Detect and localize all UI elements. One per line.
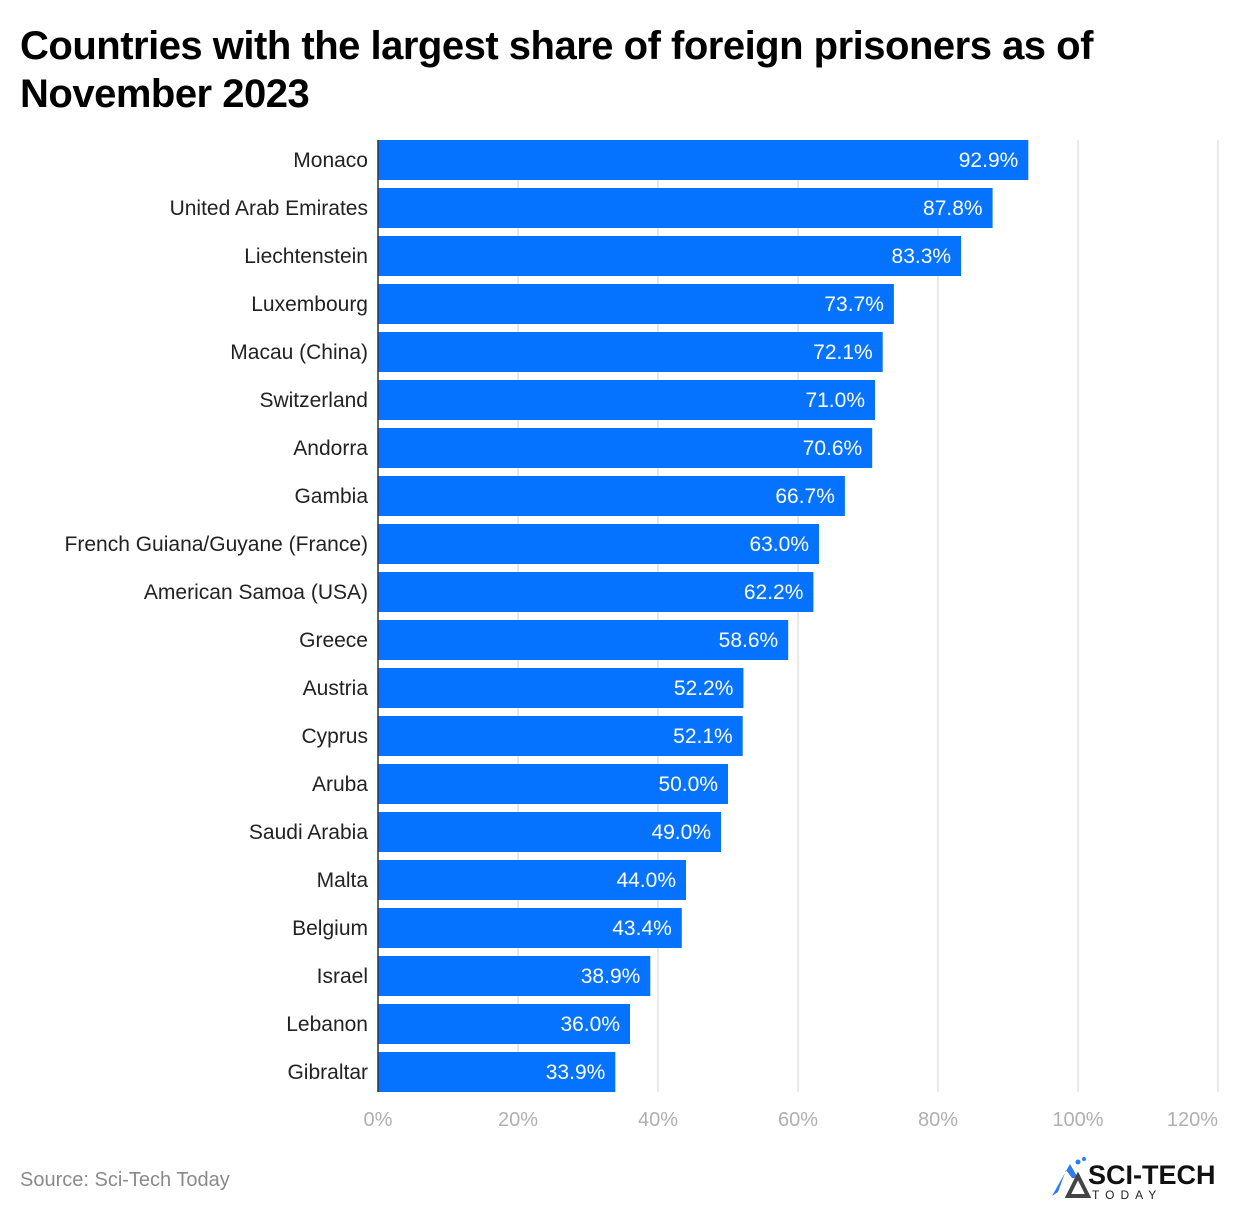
bar xyxy=(378,524,819,564)
data-label: 87.8% xyxy=(923,197,983,220)
bar-chart: 0% 20% 40% 60% 80% 100% 120% Monaco 92.9% United … xyxy=(65,140,1219,1131)
x-tick-label: 100% xyxy=(1052,1109,1103,1131)
category-label: Israel xyxy=(317,965,368,988)
bar xyxy=(378,668,744,708)
category-label: French Guiana/Guyane (France) xyxy=(65,533,368,556)
data-label: 71.0% xyxy=(805,389,865,412)
data-label: 58.6% xyxy=(719,629,779,652)
bar xyxy=(378,620,789,660)
category-label: Andorra xyxy=(293,437,368,460)
category-label: Aruba xyxy=(312,773,368,796)
bar xyxy=(378,380,875,420)
x-tick-label: 0% xyxy=(364,1109,393,1131)
data-label: 63.0% xyxy=(749,533,809,556)
bar xyxy=(378,188,993,228)
bar xyxy=(378,716,743,756)
data-label: 52.1% xyxy=(673,725,733,748)
x-tick-label: 60% xyxy=(778,1109,818,1131)
category-label: Gambia xyxy=(294,485,368,508)
category-label: Macau (China) xyxy=(230,341,368,364)
category-label: Monaco xyxy=(293,149,368,172)
x-tick-label: 80% xyxy=(918,1109,958,1131)
data-label: 62.2% xyxy=(744,581,804,604)
chart-title: Countries with the largest share of fore… xyxy=(20,24,1093,116)
data-label: 36.0% xyxy=(560,1013,620,1036)
category-label: American Samoa (USA) xyxy=(144,581,368,604)
data-label: 66.7% xyxy=(775,485,835,508)
category-label: Greece xyxy=(299,629,368,652)
sci-tech-logo: SCI-TECH TODAY xyxy=(1052,1157,1216,1202)
bar xyxy=(378,956,651,996)
category-label: Liechtenstein xyxy=(244,245,368,268)
bar xyxy=(378,236,962,276)
x-tick-label: 40% xyxy=(638,1109,678,1131)
data-label: 70.6% xyxy=(803,437,863,460)
category-label: Belgium xyxy=(292,917,368,940)
category-label: Lebanon xyxy=(286,1013,368,1036)
data-label: 38.9% xyxy=(581,965,641,988)
data-label: 33.9% xyxy=(546,1061,606,1084)
category-label: Switzerland xyxy=(259,389,368,412)
bar xyxy=(378,1004,630,1044)
bar xyxy=(378,1052,616,1092)
data-label: 43.4% xyxy=(612,917,672,940)
svg-text:TODAY: TODAY xyxy=(1092,1188,1162,1202)
category-label: Cyprus xyxy=(301,725,368,748)
data-label: 52.2% xyxy=(674,677,734,700)
data-label: 73.7% xyxy=(824,293,884,316)
bar xyxy=(378,140,1029,180)
category-label: Saudi Arabia xyxy=(249,821,368,844)
data-label: 83.3% xyxy=(892,245,952,268)
bar xyxy=(378,812,721,852)
data-label: 44.0% xyxy=(616,869,676,892)
bar xyxy=(378,860,686,900)
category-label: United Arab Emirates xyxy=(170,197,368,220)
data-label: 92.9% xyxy=(959,149,1019,172)
data-label: 50.0% xyxy=(658,773,718,796)
source-text: Source: Sci-Tech Today xyxy=(20,1169,230,1191)
bar xyxy=(378,476,845,516)
x-tick-label: 120% xyxy=(1167,1109,1218,1131)
data-label: 49.0% xyxy=(651,821,711,844)
category-label: Malta xyxy=(317,869,369,892)
category-label: Austria xyxy=(303,677,369,700)
category-label: Gibraltar xyxy=(287,1061,368,1084)
bar xyxy=(378,764,728,804)
svg-text:SCI-TECH: SCI-TECH xyxy=(1088,1160,1216,1190)
bar xyxy=(378,572,814,612)
data-label: 72.1% xyxy=(813,341,873,364)
bar xyxy=(378,908,682,948)
bar xyxy=(378,428,873,468)
bar xyxy=(378,284,894,324)
category-label: Luxembourg xyxy=(251,293,368,316)
x-tick-label: 20% xyxy=(498,1109,538,1131)
bar xyxy=(378,332,883,372)
